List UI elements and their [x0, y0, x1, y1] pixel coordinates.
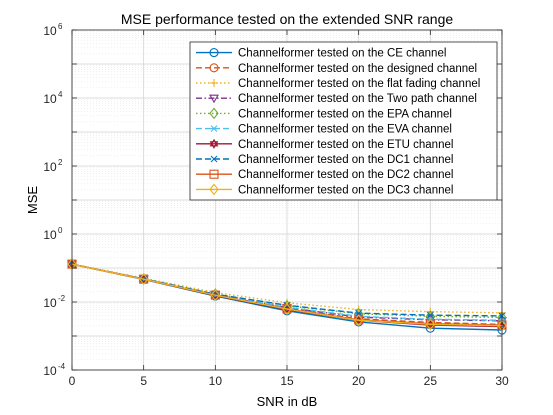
- legend-entry: Channelformer tested on the DC3 channel: [196, 183, 453, 196]
- chart-title: MSE performance tested on the extended S…: [121, 11, 454, 27]
- legend-marker: [209, 63, 219, 73]
- x-tick-label: 15: [280, 374, 294, 388]
- data-point: [425, 318, 436, 331]
- x-tick-label: 30: [495, 374, 509, 388]
- legend-label: Channelformer tested on the DC2 channel: [238, 169, 453, 181]
- x-tick-label: 20: [352, 374, 366, 388]
- x-tick-label: 5: [140, 374, 147, 388]
- legend-entry: Channelformer tested on the flat fading …: [196, 78, 480, 90]
- legend-label: Channelformer tested on the DC1 channel: [238, 154, 453, 166]
- data-point: [210, 289, 221, 302]
- y-axis-label: MSE: [25, 186, 40, 215]
- y-tick-label: 10: [43, 160, 57, 174]
- data-point: [426, 311, 434, 319]
- data-point: [425, 316, 436, 325]
- y-tick-exponent: 4: [58, 90, 63, 99]
- y-tick-label: 10: [43, 228, 57, 242]
- legend-marker: [210, 125, 218, 132]
- x-axis-label: SNR in dB: [257, 394, 318, 409]
- legend-entry: Channelformer tested on the EPA channel: [196, 107, 452, 120]
- legend-marker: [210, 155, 218, 163]
- legend-label: Channelformer tested on the EPA channel: [238, 108, 452, 120]
- x-tick-label: 0: [69, 374, 76, 388]
- series-line: [71, 263, 503, 327]
- y-tick-label: 10: [43, 364, 57, 378]
- y-tick-label: 10: [43, 296, 57, 310]
- data-point: [138, 273, 149, 286]
- y-tick-exponent: 2: [58, 158, 63, 167]
- legend-label: Channelformer tested on the designed cha…: [238, 63, 477, 75]
- legend-marker: [209, 48, 219, 58]
- legend-marker: [209, 141, 219, 149]
- y-tick-exponent: -4: [58, 362, 66, 371]
- legend-box: [189, 41, 498, 201]
- y-tick-exponent: -2: [58, 294, 66, 303]
- data-point: [355, 309, 363, 317]
- x-tick-label: 10: [209, 374, 223, 388]
- legend-entry: Channelformer tested on the ETU channel: [196, 138, 453, 151]
- x-tick-label: 25: [424, 374, 438, 388]
- legend-entry: Channelformer tested on the Two path cha…: [196, 93, 477, 105]
- legend-label: Channelformer tested on the Two path cha…: [238, 93, 477, 105]
- legend-entry: Channelformer tested on the EVA channel: [196, 124, 452, 136]
- data-point: [282, 303, 292, 315]
- legend-label: Channelformer tested on the CE channel: [238, 48, 446, 60]
- legend: Channelformer tested on the CE channel Ch…: [189, 41, 498, 201]
- legend-marker: [209, 183, 219, 196]
- legend-marker: [210, 79, 218, 87]
- legend-entry: Channelformer tested on the DC1 channel: [196, 154, 453, 166]
- legend-entry: Channelformer tested on the CE channel: [196, 48, 446, 60]
- legend-marker: [209, 94, 219, 104]
- y-tick-label: 10: [43, 92, 57, 106]
- y-tick-exponent: 0: [58, 226, 63, 235]
- data-point: [282, 306, 292, 315]
- legend-marker: [209, 169, 219, 179]
- legend-marker: [209, 107, 219, 120]
- data-point: [353, 314, 364, 327]
- legend-label: Channelformer tested on the flat fading …: [238, 78, 480, 90]
- data-point: [354, 317, 364, 326]
- y-tick-label: 10: [43, 24, 57, 38]
- legend-label: Channelformer tested on the EVA channel: [238, 124, 452, 136]
- legend-marker: [209, 138, 219, 147]
- series-layer: [67, 258, 507, 335]
- y-tick-exponent: 6: [58, 22, 63, 31]
- legend-label: Channelformer tested on the ETU channel: [238, 139, 453, 151]
- legend-label: Channelformer tested on the DC3 channel: [238, 184, 453, 196]
- legend-entry: Channelformer tested on the DC2 channel: [196, 169, 453, 181]
- legend-entry: Channelformer tested on the designed cha…: [196, 63, 477, 75]
